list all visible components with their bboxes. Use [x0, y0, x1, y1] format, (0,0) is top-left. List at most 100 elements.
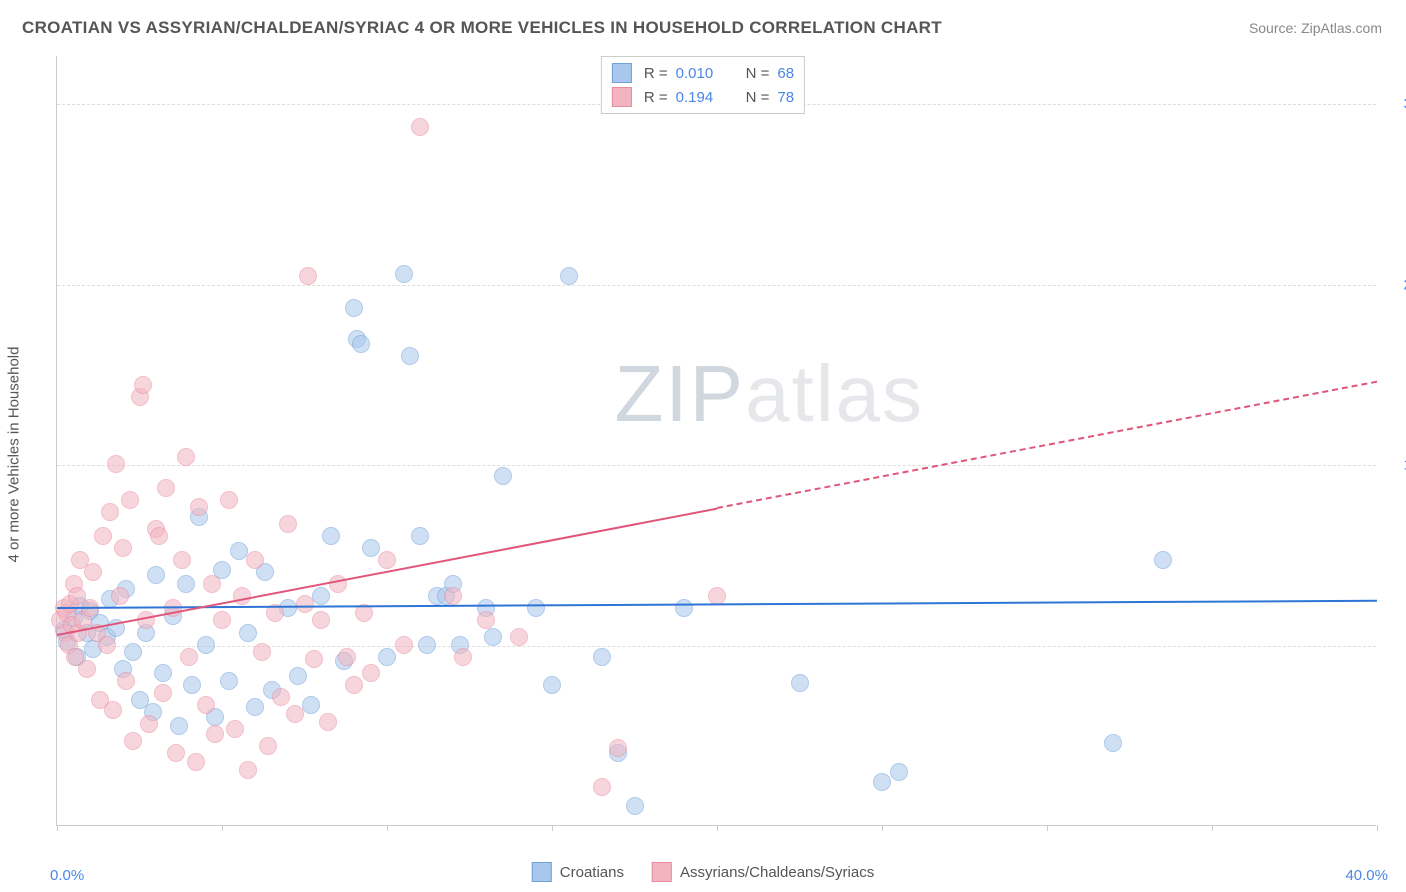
legend-stats-row: R = 0.010 N = 68 [612, 61, 794, 85]
scatter-point [312, 611, 330, 629]
scatter-point [239, 624, 257, 642]
scatter-point [560, 267, 578, 285]
y-tick-label: 30.0% [1386, 96, 1406, 113]
x-tick [1212, 825, 1213, 831]
scatter-point [177, 448, 195, 466]
scatter-point [401, 347, 419, 365]
scatter-point [78, 660, 96, 678]
scatter-point [338, 648, 356, 666]
y-tick-label: 15.0% [1386, 457, 1406, 474]
scatter-point [543, 676, 561, 694]
scatter-point [107, 455, 125, 473]
scatter-point [111, 587, 129, 605]
scatter-point [312, 587, 330, 605]
legend-series-label: Assyrians/Chaldeans/Syriacs [680, 864, 874, 881]
watermark-zip: ZIP [615, 349, 745, 438]
scatter-point [418, 636, 436, 654]
legend-series-item: Assyrians/Chaldeans/Syriacs [652, 862, 874, 882]
scatter-point [187, 753, 205, 771]
legend-series: Croatians Assyrians/Chaldeans/Syriacs [532, 862, 874, 882]
scatter-point [253, 643, 271, 661]
scatter-point [220, 672, 238, 690]
x-tick [57, 825, 58, 831]
legend-series-label: Croatians [560, 864, 624, 881]
scatter-point [177, 575, 195, 593]
legend-r-value: 0.010 [676, 65, 726, 82]
legend-r-label: R = [644, 65, 668, 82]
scatter-point [527, 599, 545, 617]
scatter-point [104, 701, 122, 719]
x-tick [387, 825, 388, 831]
y-tick-label: 7.5% [1386, 637, 1406, 654]
legend-stats: R =0.010N =68R =0.194N =78 [601, 56, 805, 114]
scatter-point [411, 527, 429, 545]
scatter-point [117, 672, 135, 690]
scatter-point [246, 551, 264, 569]
scatter-point [593, 648, 611, 666]
scatter-point [84, 563, 102, 581]
scatter-point [137, 611, 155, 629]
scatter-point [167, 744, 185, 762]
scatter-point [220, 491, 238, 509]
scatter-point [124, 643, 142, 661]
x-axis-min-label: 0.0% [50, 867, 84, 884]
scatter-point [890, 763, 908, 781]
watermark: ZIPatlas [615, 348, 924, 440]
legend-series-item: Croatians [532, 862, 624, 882]
scatter-point [94, 527, 112, 545]
scatter-point [154, 664, 172, 682]
scatter-point [362, 539, 380, 557]
legend-n-label: N = [746, 65, 770, 82]
chart-title: CROATIAN VS ASSYRIAN/CHALDEAN/SYRIAC 4 O… [22, 18, 942, 38]
x-tick [1377, 825, 1378, 831]
scatter-point [226, 720, 244, 738]
scatter-point [296, 595, 314, 613]
scatter-point [299, 267, 317, 285]
scatter-point [279, 515, 297, 533]
scatter-point [272, 688, 290, 706]
scatter-point [259, 737, 277, 755]
source-label: Source: ZipAtlas.com [1249, 20, 1382, 36]
scatter-point [203, 575, 221, 593]
scatter-point [352, 335, 370, 353]
legend-n-value: 68 [777, 65, 794, 82]
legend-r-value: 0.194 [676, 89, 726, 106]
scatter-point [873, 773, 891, 791]
scatter-point [322, 527, 340, 545]
scatter-point [246, 698, 264, 716]
scatter-point [154, 684, 172, 702]
scatter-point [302, 696, 320, 714]
scatter-point [378, 648, 396, 666]
x-axis-max-label: 40.0% [1345, 867, 1388, 884]
scatter-point [124, 732, 142, 750]
scatter-point [345, 676, 363, 694]
x-tick [882, 825, 883, 831]
legend-n-value: 78 [777, 89, 794, 106]
scatter-point [150, 527, 168, 545]
legend-r-label: R = [644, 89, 668, 106]
scatter-point [345, 299, 363, 317]
legend-stats-row: R =0.194N =78 [612, 85, 794, 109]
scatter-point [319, 713, 337, 731]
scatter-point [362, 664, 380, 682]
y-axis-label: 4 or more Vehicles in Household [6, 347, 23, 563]
scatter-point [134, 376, 152, 394]
scatter-point [98, 636, 116, 654]
watermark-atlas: atlas [745, 349, 924, 438]
scatter-point [395, 636, 413, 654]
scatter-point [180, 648, 198, 666]
scatter-point [140, 715, 158, 733]
x-tick [717, 825, 718, 831]
scatter-point [477, 611, 495, 629]
legend-swatch [652, 862, 672, 882]
scatter-point [157, 479, 175, 497]
scatter-point [121, 491, 139, 509]
scatter-point [170, 717, 188, 735]
scatter-point [173, 551, 191, 569]
scatter-point [609, 739, 627, 757]
scatter-point [411, 118, 429, 136]
scatter-point [197, 696, 215, 714]
legend-swatch [532, 862, 552, 882]
scatter-point [183, 676, 201, 694]
scatter-point [378, 551, 396, 569]
